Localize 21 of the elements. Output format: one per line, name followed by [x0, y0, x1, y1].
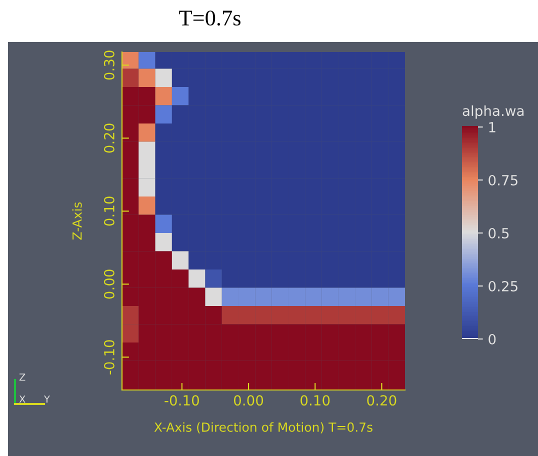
color-bar-label: 0.25: [488, 280, 518, 292]
x-axis-title: X-Axis (Direction of Motion) T=0.7s: [154, 422, 372, 434]
y-tick-label: 0.00: [104, 270, 114, 299]
color-bar-label: 0.75: [488, 174, 518, 186]
x-tick-label: -0.10: [164, 395, 199, 406]
y-tick-label: 0.10: [104, 196, 114, 226]
y-axis-title: Z-Axis: [72, 202, 82, 240]
text: X: [19, 396, 26, 403]
color-bar-label: 0: [488, 334, 496, 344]
y-tick-label: -0.10: [104, 340, 114, 374]
text: Z: [19, 374, 26, 381]
x-tick-label: 0.10: [300, 395, 330, 406]
y-tick-label: 0.30: [104, 50, 114, 80]
text: Y: [44, 396, 50, 403]
color-bar-label: 1: [489, 122, 496, 132]
color-bar-label: 0.5: [488, 228, 509, 238]
x-tick-label: 0.00: [234, 395, 264, 406]
y-tick-label: 0.20: [104, 124, 114, 153]
chart-title: T=0.7s: [179, 10, 240, 26]
color-bar-title: alpha.wa: [462, 105, 524, 119]
x-tick-label: 0.20: [367, 395, 396, 406]
